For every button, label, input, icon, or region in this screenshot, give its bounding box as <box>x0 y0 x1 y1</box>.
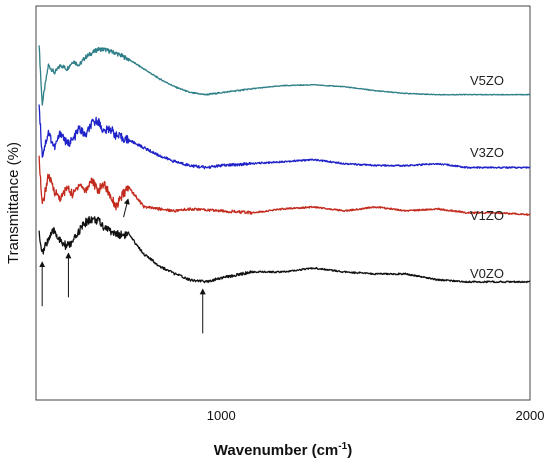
series-label-v1zo: V1ZO <box>470 208 504 223</box>
series-line-v0zo <box>38 216 531 284</box>
x-tick-layer: 1000 2000 <box>207 408 545 423</box>
plot-frame <box>35 5 531 401</box>
series-line-v3zo <box>38 104 531 170</box>
series-label-layer: V5ZO V3ZO V1ZO V0ZO <box>470 73 504 281</box>
series-label-v3zo: V3ZO <box>470 145 504 160</box>
y-axis-title: Transmittance (%) <box>5 142 22 264</box>
x-tick-label: 2000 <box>516 408 545 423</box>
series-line-v1zo <box>38 155 531 216</box>
x-axis-title-sup: -1 <box>338 441 347 452</box>
annotation-layer <box>39 198 206 334</box>
series-label-v0zo: V0ZO <box>470 266 504 281</box>
series-line-v5zo <box>38 45 531 106</box>
series-layer <box>38 45 531 284</box>
x-axis-title: Wavenumber (cm-1) <box>214 441 352 459</box>
series-label-v5zo: V5ZO <box>470 73 504 88</box>
x-axis-title-main: Wavenumber (cm <box>214 442 338 459</box>
x-axis-title-close: ) <box>347 442 352 459</box>
band-arrow <box>123 198 130 218</box>
x-tick-label: 1000 <box>207 408 236 423</box>
